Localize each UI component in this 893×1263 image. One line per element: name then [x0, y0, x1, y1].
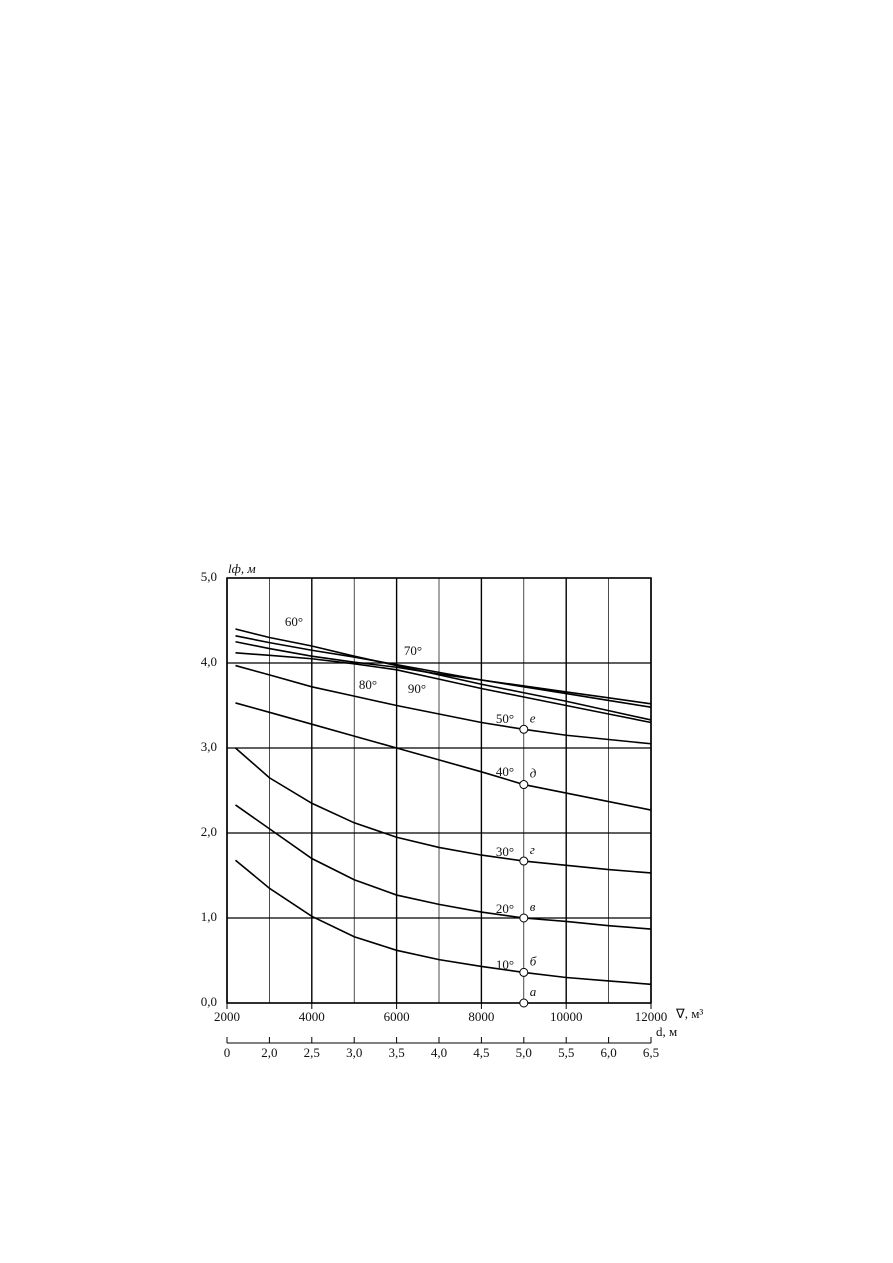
series-line — [235, 664, 652, 745]
point-marker — [519, 780, 529, 790]
y-tick-label: 2,0 — [201, 824, 217, 839]
x2-tick-label: 5,0 — [516, 1045, 532, 1060]
point-label: е — [530, 710, 536, 725]
point-label: а — [530, 984, 537, 999]
series-line — [235, 804, 652, 930]
series-label: 20° — [496, 901, 514, 916]
x2-tick-label: 2,5 — [304, 1045, 320, 1060]
series-label: 30° — [496, 844, 514, 859]
series-line — [235, 640, 652, 705]
series-label: 50° — [496, 711, 514, 726]
x2-tick-label: 6,5 — [643, 1045, 659, 1060]
point-label: б — [530, 953, 537, 968]
series-line — [234, 747, 652, 874]
point-marker — [519, 856, 529, 866]
x-tick-label: 12000 — [635, 1009, 668, 1024]
y-tick-label: 4,0 — [201, 654, 217, 669]
y-axis-label: lф, м — [228, 561, 256, 576]
series-line — [234, 859, 652, 986]
point-marker — [519, 913, 529, 923]
point-label: г — [530, 842, 535, 857]
x2-tick-label: 5,5 — [558, 1045, 574, 1060]
x-axis-label: ∇, м³ — [675, 1006, 703, 1021]
x2-tick-label: 3,5 — [388, 1045, 404, 1060]
point-label: в — [530, 899, 536, 914]
point-marker — [519, 998, 529, 1008]
series-label: 60° — [285, 614, 303, 629]
x-tick-label: 8000 — [468, 1009, 494, 1024]
series-line — [235, 635, 652, 708]
series-line — [235, 702, 652, 811]
x2-tick-label: 4,0 — [431, 1045, 447, 1060]
x2-tick-label: 6,0 — [600, 1045, 616, 1060]
x-tick-label: 10000 — [550, 1009, 583, 1024]
series-label: 80° — [359, 677, 377, 692]
y-tick-label: 3,0 — [201, 739, 217, 754]
point-marker — [519, 967, 529, 977]
point-marker — [519, 724, 529, 734]
series-line — [235, 652, 652, 724]
x2-tick-label: 3,0 — [346, 1045, 362, 1060]
series-label: 90° — [408, 681, 426, 696]
series-label: 40° — [496, 764, 514, 779]
point-label: д — [530, 766, 537, 781]
y-tick-label: 0,0 — [201, 994, 217, 1009]
x2-tick-label: 2,0 — [261, 1045, 277, 1060]
y-tick-label: 5,0 — [201, 569, 217, 584]
x2-axis-label: d, м — [656, 1024, 677, 1039]
x2-tick-label: 0 — [224, 1045, 231, 1060]
series-line — [235, 628, 652, 721]
x-tick-label: 2000 — [214, 1009, 240, 1024]
y-tick-label: 1,0 — [201, 909, 217, 924]
series-label: 10° — [496, 957, 514, 972]
x-tick-label: 6000 — [384, 1009, 410, 1024]
x-tick-label: 4000 — [299, 1009, 325, 1024]
series-label: 70° — [404, 643, 422, 658]
x2-tick-label: 4,5 — [473, 1045, 489, 1060]
